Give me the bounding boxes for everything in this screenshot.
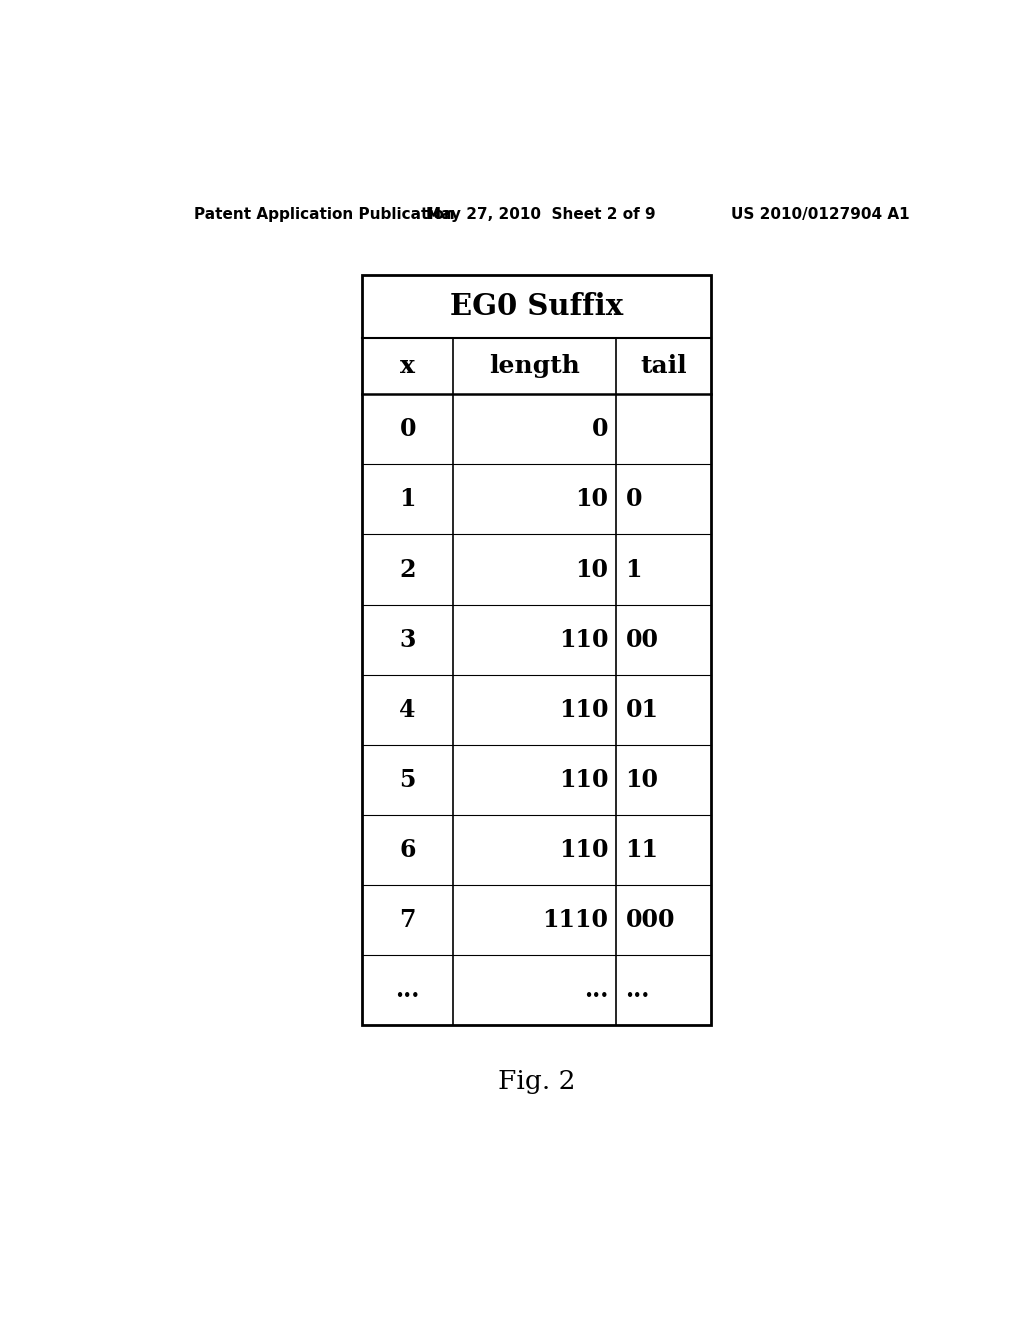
Text: 1110: 1110 bbox=[542, 908, 608, 932]
Text: length: length bbox=[489, 354, 581, 379]
Text: x: x bbox=[400, 354, 416, 379]
Text: 10: 10 bbox=[575, 557, 608, 582]
Text: 110: 110 bbox=[559, 698, 608, 722]
Text: ...: ... bbox=[626, 978, 650, 1002]
Text: 10: 10 bbox=[575, 487, 608, 511]
Text: 6: 6 bbox=[399, 838, 416, 862]
Text: 7: 7 bbox=[399, 908, 416, 932]
Text: 2: 2 bbox=[399, 557, 416, 582]
Text: 5: 5 bbox=[399, 768, 416, 792]
Text: ...: ... bbox=[584, 978, 608, 1002]
Text: 110: 110 bbox=[559, 628, 608, 652]
Text: 0: 0 bbox=[592, 417, 608, 441]
Text: 110: 110 bbox=[559, 768, 608, 792]
Text: 10: 10 bbox=[626, 768, 658, 792]
Text: 0: 0 bbox=[626, 487, 642, 511]
Text: May 27, 2010  Sheet 2 of 9: May 27, 2010 Sheet 2 of 9 bbox=[426, 207, 655, 222]
Text: tail: tail bbox=[640, 354, 687, 379]
Bar bbox=[362, 276, 712, 1026]
Text: 3: 3 bbox=[399, 628, 416, 652]
Text: Fig. 2: Fig. 2 bbox=[498, 1069, 575, 1094]
Text: 01: 01 bbox=[626, 698, 658, 722]
Text: 0: 0 bbox=[399, 417, 416, 441]
Text: ...: ... bbox=[395, 978, 420, 1002]
Text: Patent Application Publication: Patent Application Publication bbox=[194, 207, 455, 222]
Text: EG0 Suffix: EG0 Suffix bbox=[451, 292, 624, 321]
Text: 110: 110 bbox=[559, 838, 608, 862]
Text: 1: 1 bbox=[399, 487, 416, 511]
Text: 00: 00 bbox=[626, 628, 658, 652]
Text: 1: 1 bbox=[626, 557, 642, 582]
Text: 000: 000 bbox=[626, 908, 675, 932]
Text: US 2010/0127904 A1: US 2010/0127904 A1 bbox=[731, 207, 909, 222]
Text: 4: 4 bbox=[399, 698, 416, 722]
Text: 11: 11 bbox=[626, 838, 658, 862]
